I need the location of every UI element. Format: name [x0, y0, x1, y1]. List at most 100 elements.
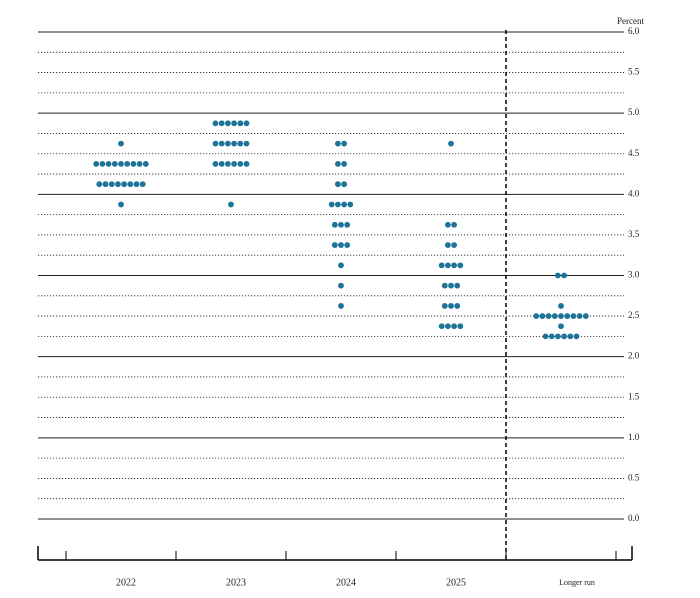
dot: [118, 201, 124, 208]
dot: [133, 181, 140, 188]
y-tick-label: 1.5: [628, 391, 640, 401]
dot: [237, 120, 244, 127]
dot: [225, 140, 231, 147]
dot: [243, 120, 250, 127]
dot: [99, 160, 106, 167]
dot: [533, 313, 540, 319]
dot: [570, 313, 577, 319]
dot: [237, 140, 244, 147]
y-axis-label: Percent: [617, 16, 644, 26]
dot: [124, 160, 131, 167]
dot: [558, 313, 564, 319]
dot: [335, 181, 341, 188]
dot: [243, 160, 250, 167]
dot: [344, 221, 351, 228]
x-tick-label: 2023: [226, 577, 246, 588]
dot: [118, 140, 124, 147]
dot: [331, 221, 338, 228]
dot: [231, 140, 238, 147]
dot: [136, 160, 143, 167]
dot: [582, 313, 589, 319]
dot: [218, 120, 225, 127]
dot: [561, 333, 567, 340]
dot: [243, 140, 250, 147]
dot: [335, 201, 341, 208]
dot: [338, 282, 344, 289]
dot: [225, 160, 231, 167]
dot: [328, 201, 335, 208]
dot: [115, 181, 121, 188]
dot: [347, 201, 354, 208]
dot: [564, 313, 571, 319]
dot: [237, 160, 244, 167]
dot: [228, 201, 234, 208]
dot: [218, 140, 225, 147]
x-tick-label: 2022: [116, 577, 136, 588]
dot: [338, 242, 344, 248]
dot: [542, 333, 549, 340]
dot: [335, 140, 341, 147]
dot: [451, 262, 457, 269]
dot: [445, 323, 451, 330]
dot: [212, 140, 219, 147]
dot: [555, 333, 561, 340]
dot: [111, 160, 118, 167]
dot: [338, 221, 344, 228]
x-tick-label: 2024: [336, 577, 356, 588]
dot: [445, 262, 451, 269]
y-tick-label: 2.5: [628, 310, 640, 320]
dot: [335, 160, 341, 167]
dot: [231, 120, 238, 127]
dot: [96, 181, 103, 188]
dot: [108, 181, 115, 188]
y-tick-label: 1.0: [628, 432, 640, 442]
dot: [576, 313, 583, 319]
dot: [454, 303, 461, 309]
dot: [548, 333, 555, 340]
dot: [105, 160, 112, 167]
y-tick-label: 5.0: [628, 107, 640, 117]
dot: [231, 160, 238, 167]
y-tick-label: 5.5: [628, 67, 640, 77]
dot: [448, 140, 454, 147]
dot: [561, 272, 567, 279]
dot: [130, 160, 137, 167]
dot: [457, 323, 464, 330]
x-tick-label: Longer run: [559, 578, 595, 587]
dot: [545, 313, 552, 319]
dot: [341, 201, 347, 208]
dot: [338, 303, 344, 309]
dot: [445, 242, 451, 248]
dot: [438, 323, 445, 330]
y-tick-label: 4.5: [628, 148, 640, 158]
dot: [567, 333, 574, 340]
dot: [102, 181, 109, 188]
y-tick-label: 0.5: [628, 472, 640, 482]
dot: [341, 181, 347, 188]
y-tick-label: 4.0: [628, 188, 640, 198]
x-tick-label: 2025: [446, 577, 466, 588]
dot: [118, 160, 124, 167]
dot: [212, 160, 219, 167]
dot: [451, 242, 457, 248]
dot: [448, 282, 454, 289]
dot: [341, 160, 347, 167]
dot: [344, 242, 351, 248]
dot: [121, 181, 127, 188]
dot: [225, 120, 231, 127]
dot: [445, 221, 451, 228]
y-tick-label: 2.0: [628, 351, 640, 361]
dot: [441, 282, 448, 289]
dot: [438, 262, 445, 269]
dot: [451, 221, 457, 228]
dot: [218, 160, 225, 167]
dot: [139, 181, 146, 188]
dot: [341, 140, 347, 147]
dot: [212, 120, 219, 127]
dot: [448, 303, 454, 309]
y-tick-label: 3.0: [628, 270, 640, 280]
dot: [93, 160, 100, 167]
dot: [551, 313, 558, 319]
y-tick-label: 0.0: [628, 513, 640, 523]
